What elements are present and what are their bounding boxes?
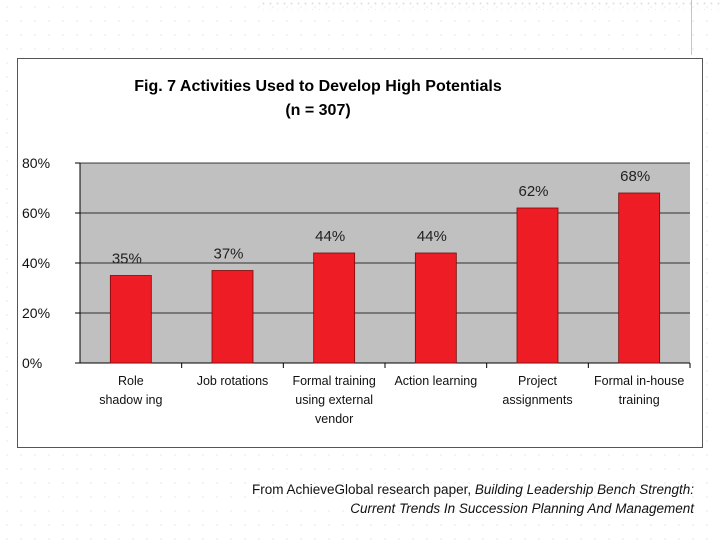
data-label: 44% (315, 228, 345, 245)
category-label: Formal training using external vendor (292, 374, 375, 426)
y-tick-label: 80% (22, 155, 50, 171)
y-tick-label: 0% (22, 355, 42, 371)
chart-subtitle: (n = 307) (285, 102, 351, 119)
caption-prefix: From AchieveGlobal research paper, (251, 482, 475, 497)
decorative-line (691, 0, 698, 55)
caption-title-part1: Building Leadership Bench Strength: (474, 482, 694, 497)
data-label: 68% (620, 168, 650, 185)
bar (414, 252, 457, 364)
y-tick-label: 40% (22, 255, 50, 271)
data-label: 35% (112, 251, 142, 268)
source-caption: From AchieveGlobal research paper, Build… (100, 480, 694, 518)
y-tick-label: 20% (22, 305, 50, 321)
category-label: Role shadow ing (99, 374, 162, 407)
decorative-dots (260, 0, 720, 10)
bar (211, 270, 254, 364)
chart-title-block: Fig. 7 Activities Used to Develop High P… (18, 75, 618, 123)
chart-title: Fig. 7 Activities Used to Develop High P… (134, 78, 502, 95)
data-label: 44% (417, 228, 447, 245)
data-label: 62% (518, 183, 548, 200)
category-label: Job rotations (197, 374, 269, 388)
data-label: 37% (213, 246, 243, 263)
caption-title-part2: Current Trends In Succession Planning An… (350, 501, 694, 516)
bar (618, 192, 661, 364)
chart-figure: Fig. 7 Activities Used to Develop High P… (17, 58, 703, 448)
category-label: Action learning (394, 374, 477, 388)
bar (109, 275, 152, 364)
bar (313, 252, 356, 364)
y-tick-label: 60% (22, 205, 50, 221)
bar (516, 207, 559, 364)
category-label: Project assignments (502, 374, 572, 407)
category-label: Formal in-house training (594, 374, 684, 407)
bar-chart: 0% 20% 40% 60% 80% 35% Role shadow ing 37% Job ro… (22, 155, 691, 426)
